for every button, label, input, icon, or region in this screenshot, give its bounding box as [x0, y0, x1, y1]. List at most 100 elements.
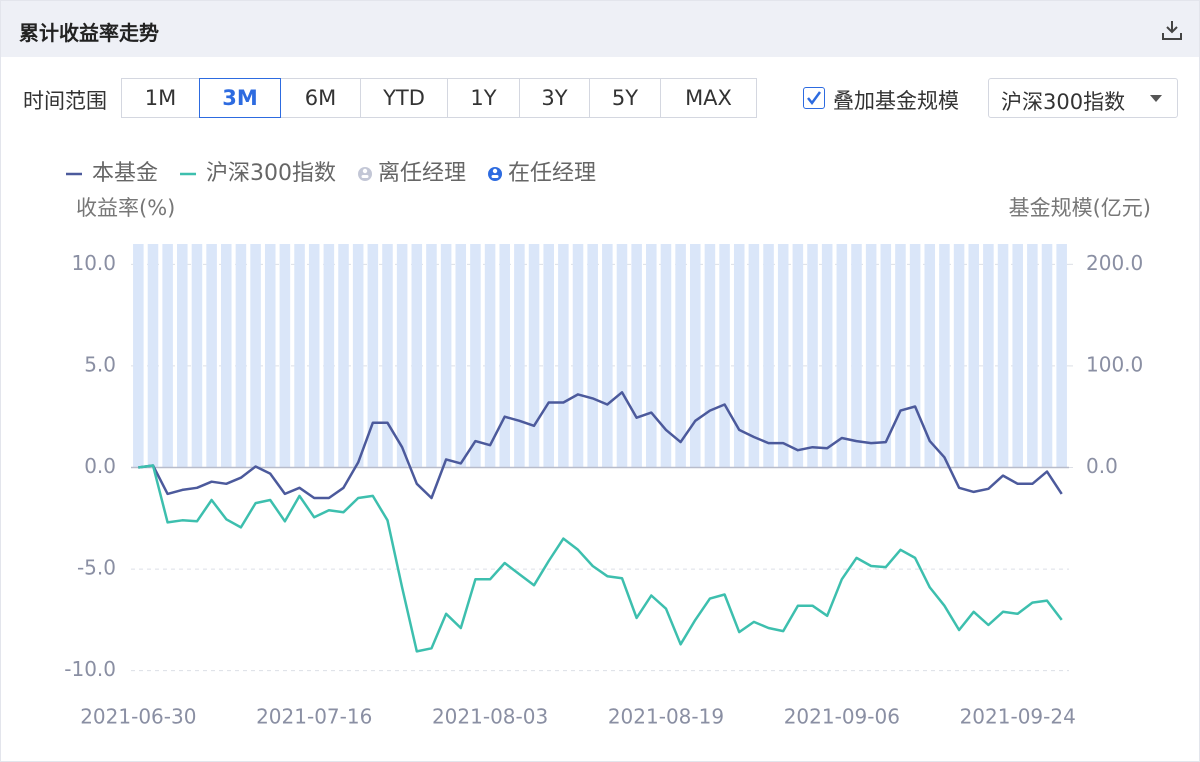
benchmark-select[interactable]: 沪深300指数	[988, 78, 1178, 118]
legend-marker-head	[492, 168, 498, 174]
size-bar	[704, 244, 716, 468]
size-bar	[558, 244, 569, 468]
size-bar	[880, 244, 892, 468]
range-button[interactable]: YTD	[360, 78, 448, 118]
overlay-label[interactable]: 叠加基金规模	[833, 89, 959, 113]
size-bar	[440, 244, 452, 468]
size-bar	[1041, 244, 1053, 468]
size-bar	[499, 244, 511, 468]
x-tick-label: 2021-06-30	[80, 705, 196, 729]
y-tick-label: -10.0	[64, 657, 116, 681]
size-bar	[646, 244, 657, 468]
legend-label: 本基金	[92, 161, 158, 186]
panel-header: 累计收益率走势	[1, 1, 1199, 57]
y-tick-label: 10.0	[71, 251, 116, 275]
size-bar	[821, 244, 833, 468]
size-bar	[367, 244, 379, 468]
size-bar	[939, 244, 950, 468]
size-bar	[294, 244, 305, 468]
select-value: 沪深300指数	[1001, 90, 1126, 114]
legend-marker	[488, 167, 503, 181]
size-bar	[792, 244, 804, 468]
size-bar	[968, 244, 980, 468]
size-bar	[250, 244, 261, 468]
size-bar	[133, 244, 144, 468]
size-bar	[616, 244, 628, 468]
range-button[interactable]: MAX	[660, 78, 757, 118]
size-bar	[177, 244, 188, 468]
series-line	[138, 391, 1063, 500]
size-bar	[719, 244, 730, 468]
overlay-checkbox[interactable]	[803, 87, 825, 109]
size-bar	[220, 244, 232, 468]
y-axis-label: 收益率(%)	[76, 196, 175, 220]
size-bar	[382, 244, 393, 468]
size-bar	[426, 244, 437, 468]
size-bar	[851, 244, 862, 468]
range-buttons: 1M 3M 6M YTD 1Y 3Y 5Y MAX	[121, 78, 757, 118]
size-bar	[1012, 244, 1023, 468]
size-bar	[777, 244, 789, 468]
y-tick-label: -5.0	[77, 556, 116, 580]
size-bar	[279, 244, 291, 468]
size-bar	[953, 244, 965, 468]
download-button[interactable]	[1161, 19, 1183, 41]
x-tick-label: 2021-08-19	[608, 705, 724, 729]
size-bar	[455, 244, 467, 468]
size-bar	[191, 244, 203, 468]
select-caret	[1150, 95, 1162, 102]
y2-tick-label: 200.0	[1086, 251, 1143, 275]
y-tick-label: 0.0	[84, 454, 116, 478]
size-bar	[675, 244, 686, 468]
range-button[interactable]: 3M	[199, 78, 281, 118]
size-bar	[543, 244, 554, 468]
legend-marker-body	[491, 175, 499, 178]
range-label: 时间范围	[23, 89, 107, 113]
size-bar	[1056, 244, 1067, 468]
size-bar	[484, 244, 496, 468]
range-button[interactable]: 1Y	[447, 78, 520, 118]
size-bar	[308, 244, 320, 468]
size-bar	[572, 244, 584, 468]
x-tick-label: 2021-09-24	[960, 705, 1076, 729]
size-bar	[1027, 244, 1038, 468]
size-bar	[338, 244, 349, 468]
size-bar	[514, 244, 525, 468]
size-bar	[235, 244, 247, 468]
size-bar	[865, 244, 877, 468]
size-bar	[352, 244, 364, 468]
size-bar	[631, 244, 642, 468]
legend-marker	[358, 167, 373, 181]
size-bar	[162, 244, 173, 468]
legend-marker-head	[362, 168, 368, 174]
size-bar	[807, 244, 818, 468]
size-bar	[924, 244, 936, 468]
size-bar	[733, 244, 745, 468]
size-bar	[602, 244, 613, 468]
size-bar	[836, 244, 848, 468]
size-bar	[396, 244, 408, 468]
size-bar	[895, 244, 906, 468]
panel-title: 累计收益率走势	[19, 21, 159, 45]
range-button[interactable]: 5Y	[589, 78, 661, 118]
x-tick-label: 2021-07-16	[256, 705, 372, 729]
x-tick-label: 2021-08-03	[432, 705, 548, 729]
legend-label: 在任经理	[508, 161, 596, 186]
y2-tick-label: 100.0	[1086, 352, 1143, 376]
legend-marker-body	[361, 175, 369, 178]
size-bar	[689, 244, 701, 468]
y2-tick-label: 0.0	[1086, 454, 1118, 478]
range-button[interactable]: 6M	[280, 78, 361, 118]
check-mark	[807, 91, 822, 106]
size-bar	[147, 244, 159, 468]
range-button[interactable]: 3Y	[519, 78, 590, 118]
size-bar	[660, 244, 672, 468]
range-button[interactable]: 1M	[121, 78, 200, 118]
size-bar	[748, 244, 760, 468]
size-bar	[587, 244, 598, 468]
y2-axis-label: 基金规模(亿元)	[1009, 196, 1151, 220]
size-bar	[997, 244, 1009, 468]
y-tick-label: 5.0	[84, 352, 116, 376]
